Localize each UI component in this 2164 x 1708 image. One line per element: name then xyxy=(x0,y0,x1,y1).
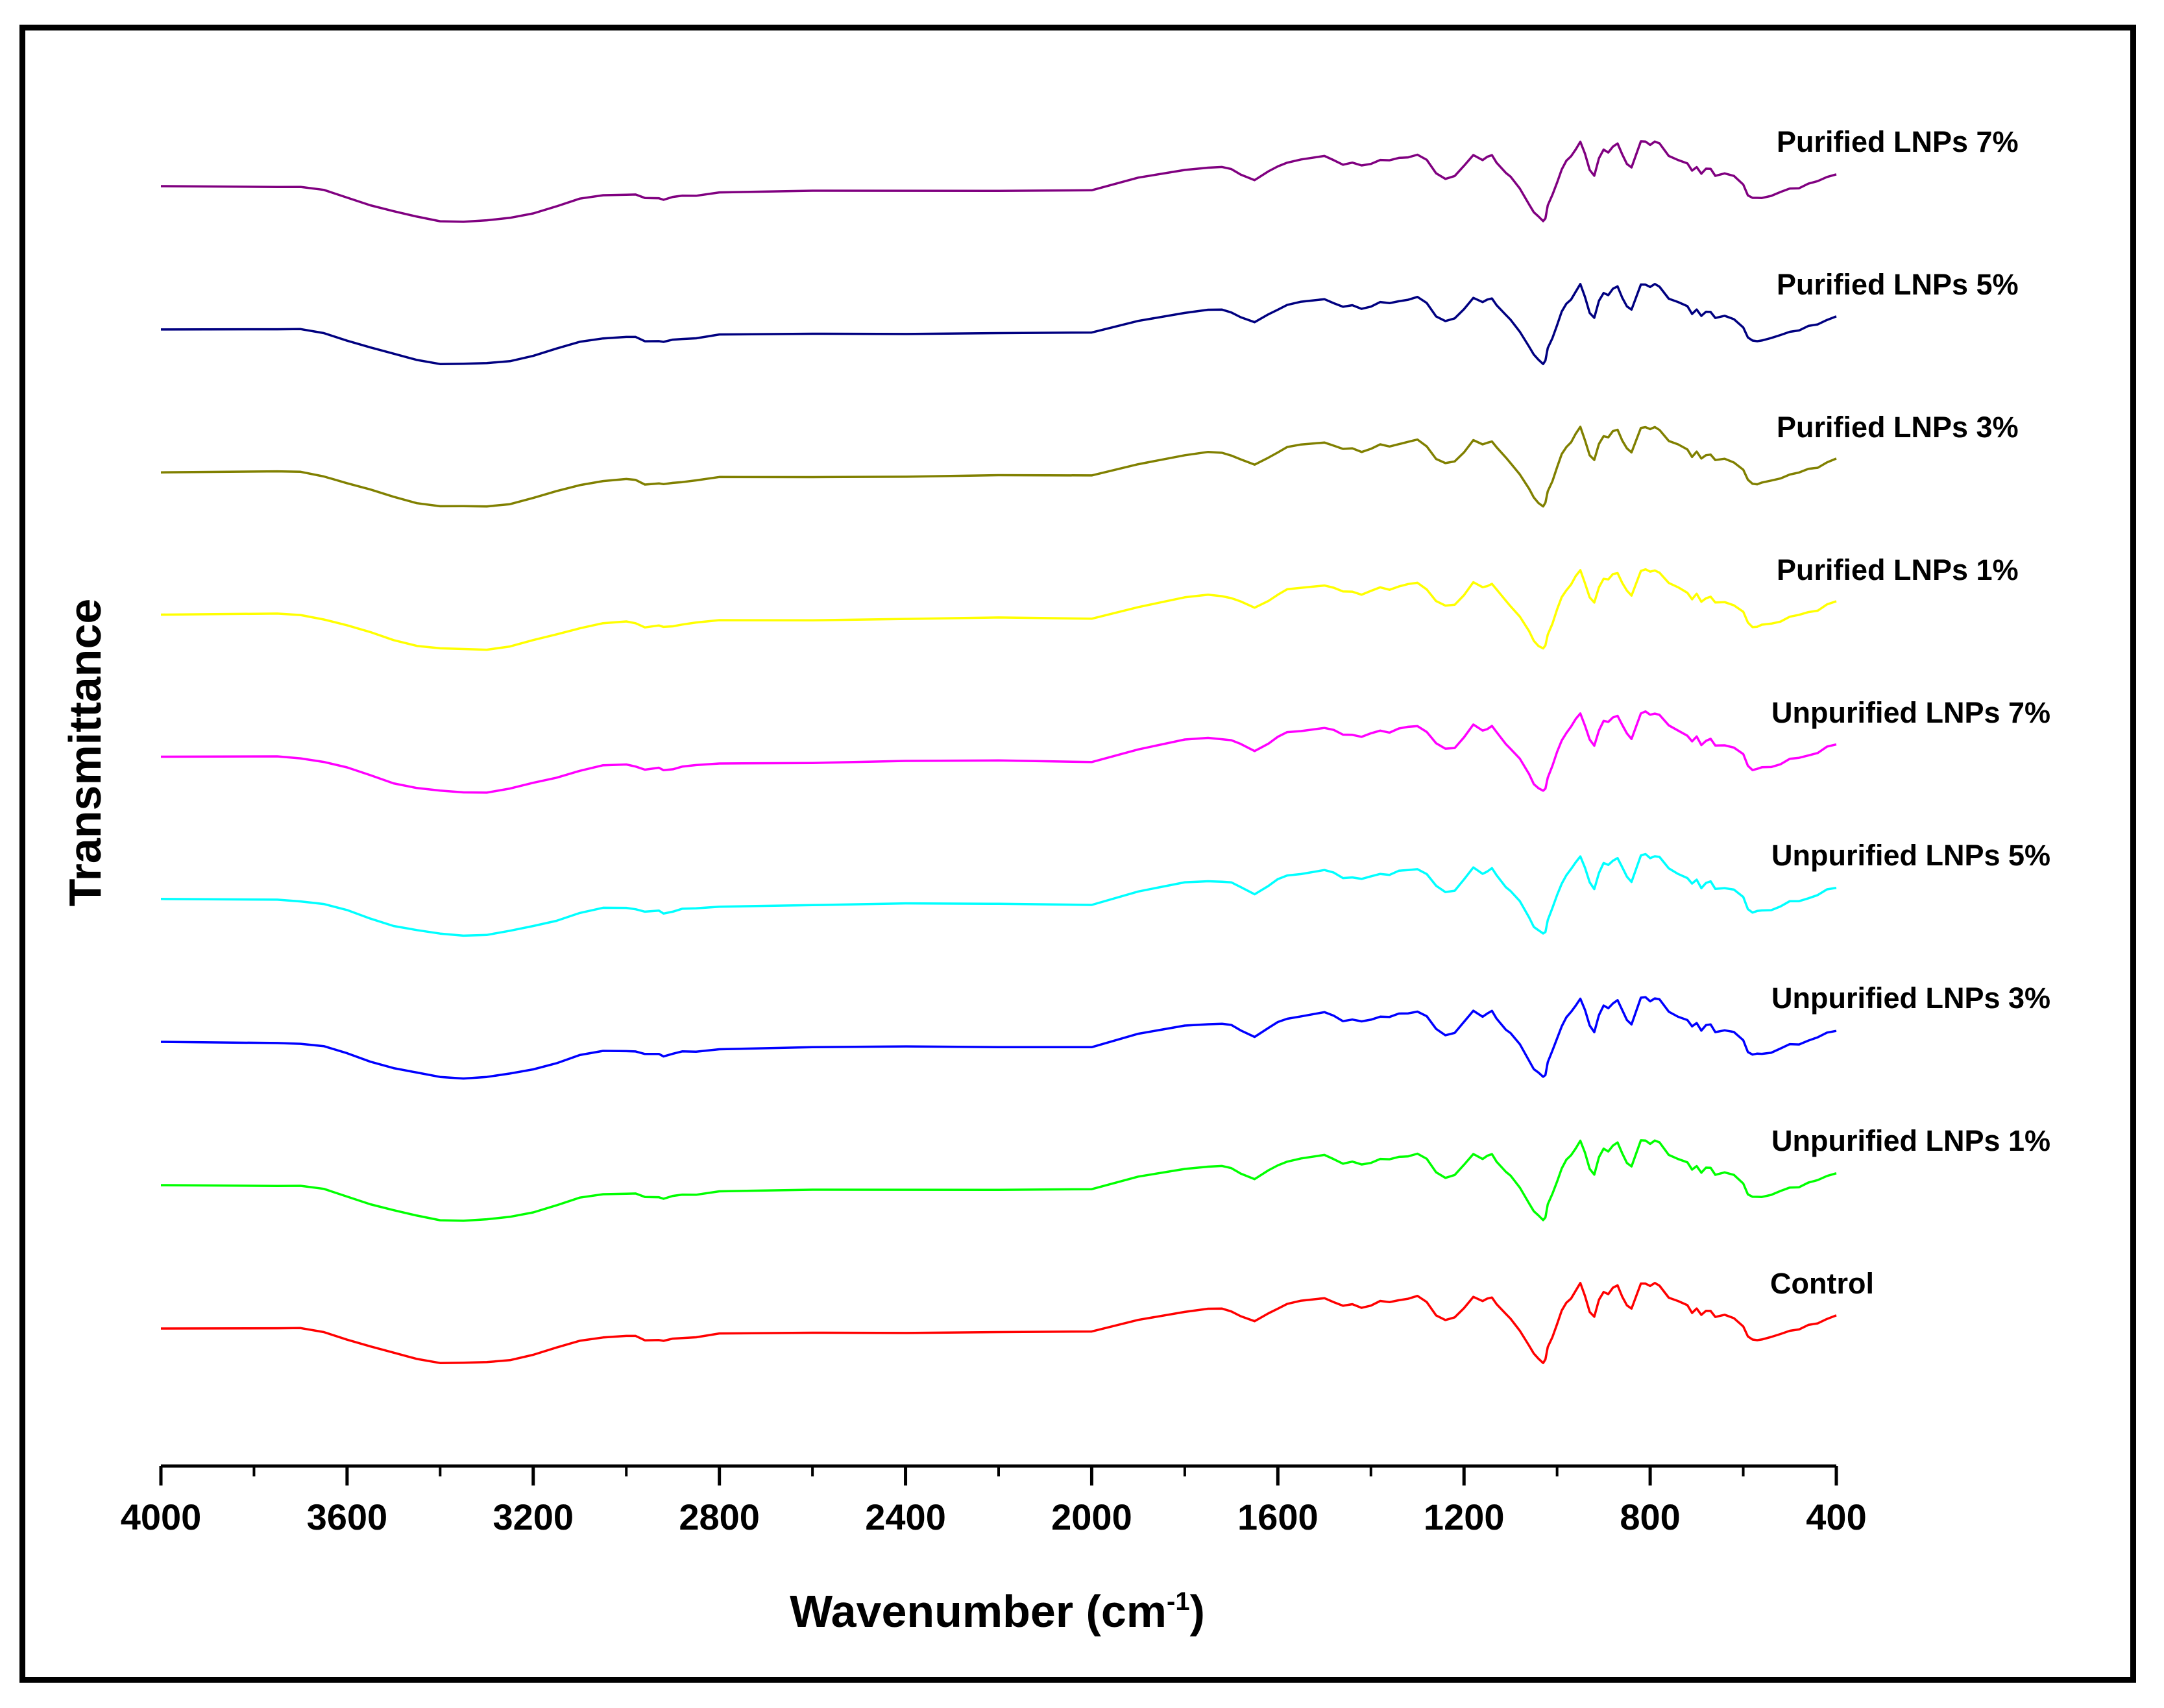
series-line-7 xyxy=(160,1139,1837,1222)
legend-layer: Purified LNPs 7% Purified LNPs 5% Purified… xyxy=(1770,125,2050,1300)
x-axis: 4000 3600 3200 2800 2400 2000 1600 1200 800 400 xyxy=(121,1464,1867,1537)
series-label-2: Purified LNPs 3% xyxy=(1777,411,2019,444)
x-axis-title-close: ) xyxy=(1190,1586,1205,1637)
series-label-7: Unpurified LNPs 1% xyxy=(1771,1124,2050,1157)
series-line-5 xyxy=(160,852,1837,937)
series-label-3: Purified LNPs 1% xyxy=(1777,553,2019,586)
series-line-3 xyxy=(160,568,1837,651)
series-label-5: Unpurified LNPs 5% xyxy=(1771,839,2050,872)
x-tick-label: 2000 xyxy=(1051,1497,1132,1537)
series-label-8: Control xyxy=(1770,1267,1874,1300)
x-axis-title: Wavenumber (cm-1) xyxy=(790,1586,1205,1637)
series-line-8 xyxy=(160,1282,1837,1364)
x-tick-label: 3600 xyxy=(307,1497,388,1537)
y-axis-title: Transmittance xyxy=(60,599,110,907)
x-tick-label: 1600 xyxy=(1237,1497,1319,1537)
x-tick-label: 800 xyxy=(1620,1497,1680,1537)
series-label-0: Purified LNPs 7% xyxy=(1777,125,2019,158)
x-tick-label: 1200 xyxy=(1424,1497,1505,1537)
x-tick-label: 3200 xyxy=(492,1497,574,1537)
series-line-0 xyxy=(160,140,1837,223)
x-axis-title-sup: -1 xyxy=(1167,1587,1190,1616)
x-tick-label: 4000 xyxy=(121,1497,202,1537)
series-line-2 xyxy=(160,426,1837,508)
figure-frame xyxy=(19,25,2136,1683)
x-axis-title-main: Wavenumber (cm xyxy=(790,1586,1167,1637)
x-tick-label: 2400 xyxy=(865,1497,946,1537)
series-layer xyxy=(160,140,1837,1364)
x-tick-label: 2800 xyxy=(679,1497,760,1537)
series-line-4 xyxy=(160,710,1837,794)
series-line-6 xyxy=(160,996,1837,1080)
series-label-1: Purified LNPs 5% xyxy=(1777,268,2019,301)
series-label-6: Unpurified LNPs 3% xyxy=(1771,981,2050,1015)
series-line-1 xyxy=(160,283,1837,365)
x-tick-label: 400 xyxy=(1806,1497,1866,1537)
series-label-4: Unpurified LNPs 7% xyxy=(1771,696,2050,729)
